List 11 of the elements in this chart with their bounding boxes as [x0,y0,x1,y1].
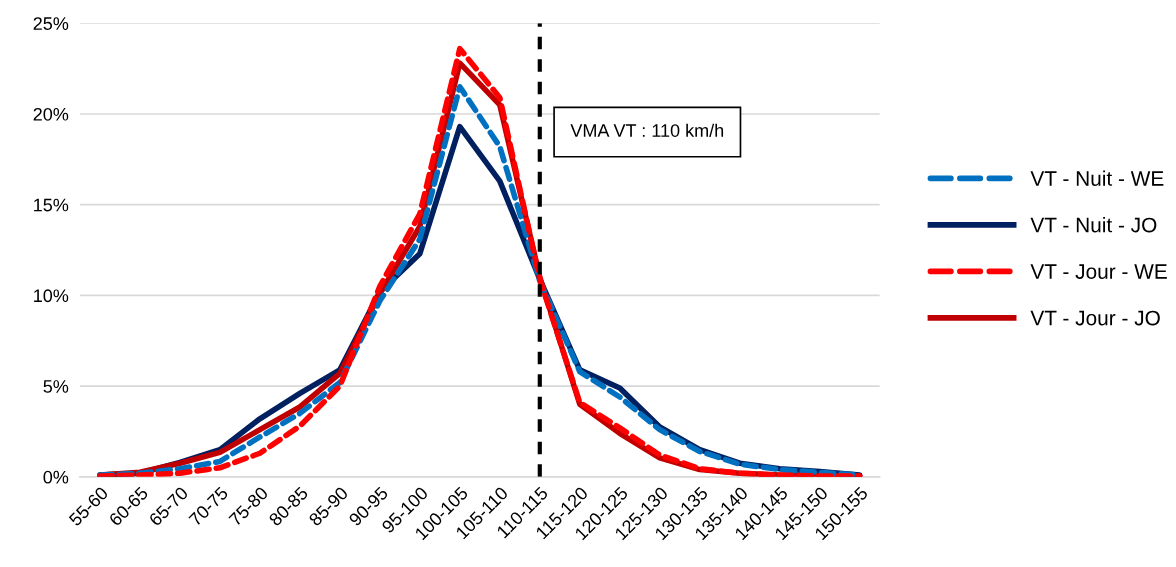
y-tick-label: 5% [43,380,69,393]
y-tick-label: 15% [34,198,69,212]
y-tick-label: 20% [33,107,69,121]
legend-label: VT - Nuit - JO [1030,217,1157,233]
y-tick-label: 0% [43,470,69,484]
legend-label: VT - Jour - WE [1030,264,1167,279]
ref-line-label: VMA VT : 110 km/h [570,123,724,137]
legend-label: VT - Jour - JO [1030,310,1160,326]
legend-label: VT - Nuit - WE [1030,170,1164,186]
y-tick-label: 25% [33,17,69,30]
y-tick-label: 10% [34,289,69,303]
